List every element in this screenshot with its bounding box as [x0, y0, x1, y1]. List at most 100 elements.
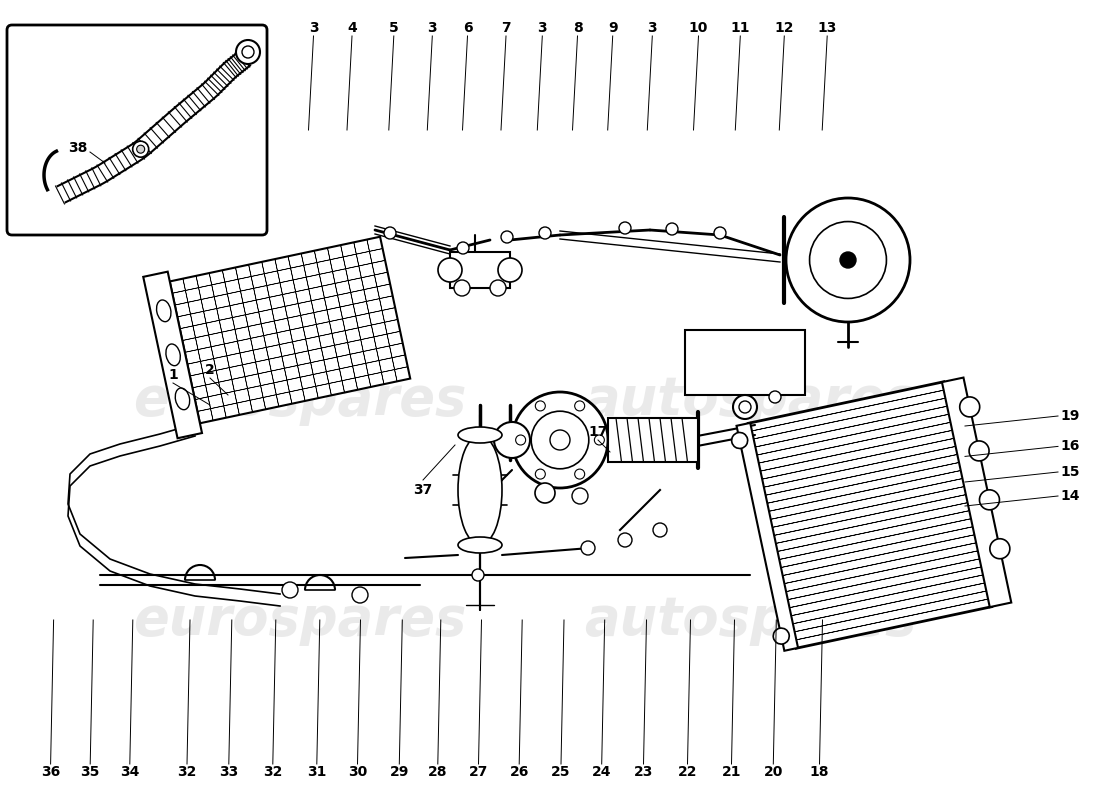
Circle shape	[574, 401, 585, 411]
Text: 14: 14	[1060, 489, 1080, 503]
Circle shape	[384, 227, 396, 239]
FancyArrow shape	[786, 550, 978, 592]
FancyArrow shape	[177, 272, 387, 317]
Text: 6: 6	[463, 21, 472, 35]
Circle shape	[840, 252, 856, 268]
Text: eurospares: eurospares	[133, 594, 466, 646]
Text: 25: 25	[551, 765, 571, 779]
Text: 3: 3	[648, 21, 657, 35]
FancyArrow shape	[752, 390, 944, 431]
Text: autospares: autospares	[584, 594, 916, 646]
Text: 35: 35	[80, 765, 100, 779]
Circle shape	[732, 433, 748, 449]
FancyArrow shape	[772, 486, 965, 527]
Circle shape	[500, 231, 513, 243]
FancyArrow shape	[796, 599, 988, 640]
Text: 31: 31	[307, 765, 327, 779]
Circle shape	[969, 441, 989, 461]
Circle shape	[581, 541, 595, 555]
FancyArrow shape	[262, 262, 293, 404]
Circle shape	[454, 280, 470, 296]
Text: 23: 23	[634, 765, 653, 779]
Text: 28: 28	[428, 765, 448, 779]
Circle shape	[990, 538, 1010, 558]
FancyBboxPatch shape	[7, 25, 267, 235]
FancyArrow shape	[249, 265, 279, 406]
Bar	[942, 378, 1011, 607]
FancyArrow shape	[781, 526, 972, 568]
FancyArrow shape	[754, 398, 945, 439]
FancyArrow shape	[759, 422, 950, 463]
Text: 16: 16	[1060, 439, 1080, 454]
Circle shape	[714, 227, 726, 239]
FancyArrow shape	[179, 284, 390, 329]
Text: 13: 13	[817, 21, 837, 35]
FancyArrow shape	[301, 254, 331, 395]
FancyArrow shape	[793, 583, 984, 624]
FancyArrow shape	[769, 470, 960, 511]
Text: 19: 19	[1060, 409, 1080, 423]
Text: 8: 8	[573, 21, 582, 35]
Ellipse shape	[458, 537, 502, 553]
FancyArrow shape	[791, 575, 983, 616]
Circle shape	[494, 422, 530, 458]
Circle shape	[810, 222, 887, 298]
Text: 32: 32	[263, 765, 283, 779]
FancyArrow shape	[190, 331, 400, 376]
Text: 20: 20	[763, 765, 783, 779]
FancyArrow shape	[328, 248, 358, 390]
Ellipse shape	[156, 300, 170, 322]
Text: 9: 9	[608, 21, 617, 35]
Bar	[685, 330, 805, 395]
FancyArrow shape	[222, 270, 253, 412]
Circle shape	[512, 392, 608, 488]
FancyArrow shape	[235, 267, 266, 410]
FancyArrow shape	[757, 414, 949, 455]
FancyArrow shape	[197, 366, 408, 411]
Bar	[608, 418, 698, 462]
Polygon shape	[143, 272, 202, 438]
FancyArrow shape	[778, 510, 969, 551]
Circle shape	[539, 227, 551, 239]
FancyArrow shape	[195, 354, 405, 400]
Bar	[748, 382, 992, 648]
FancyArrow shape	[196, 276, 227, 418]
Text: 15: 15	[1060, 465, 1080, 479]
Circle shape	[653, 523, 667, 537]
FancyArrow shape	[173, 249, 383, 294]
Bar	[737, 423, 799, 650]
Circle shape	[516, 435, 526, 445]
FancyArrow shape	[776, 502, 968, 543]
Text: 24: 24	[592, 765, 612, 779]
Circle shape	[472, 569, 484, 581]
FancyArrow shape	[315, 250, 344, 393]
Circle shape	[574, 469, 585, 479]
Text: 17: 17	[588, 425, 607, 439]
Text: autospares: autospares	[584, 374, 916, 426]
Circle shape	[531, 411, 588, 469]
Text: 7: 7	[502, 21, 510, 35]
FancyArrow shape	[783, 534, 975, 576]
Text: 1: 1	[168, 368, 178, 382]
Text: 37: 37	[414, 483, 432, 497]
FancyArrow shape	[771, 478, 962, 519]
Circle shape	[136, 145, 145, 153]
FancyArrow shape	[756, 406, 947, 447]
Text: 30: 30	[348, 765, 367, 779]
Ellipse shape	[166, 344, 180, 366]
Text: 4: 4	[348, 21, 356, 35]
Circle shape	[739, 401, 751, 413]
Text: 26: 26	[509, 765, 529, 779]
FancyArrow shape	[784, 542, 976, 584]
Circle shape	[618, 533, 632, 547]
Circle shape	[733, 395, 757, 419]
Text: 18: 18	[810, 765, 829, 779]
FancyArrow shape	[187, 319, 398, 364]
FancyArrow shape	[341, 245, 371, 387]
Bar	[169, 237, 410, 423]
Circle shape	[769, 391, 781, 403]
Text: 36: 36	[41, 765, 60, 779]
Circle shape	[550, 430, 570, 450]
Text: 22: 22	[678, 765, 697, 779]
Circle shape	[498, 258, 522, 282]
